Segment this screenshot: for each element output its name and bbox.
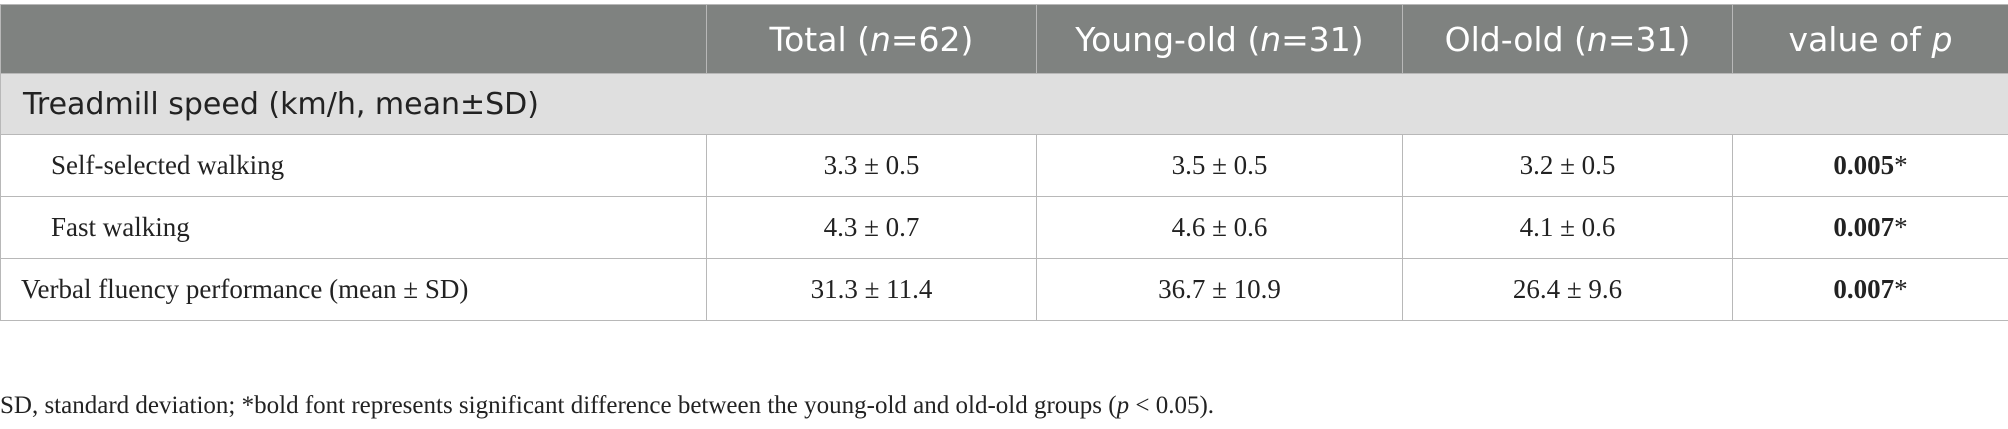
header-empty xyxy=(0,4,707,74)
table-row: Verbal fluency performance (mean ± SD) 3… xyxy=(0,258,2008,321)
cell-young-old: 36.7 ± 10.9 xyxy=(1036,258,1403,321)
cell-young-old: 3.5 ± 0.5 xyxy=(1036,134,1403,197)
table-row: Self-selected walking 3.3 ± 0.5 3.5 ± 0.… xyxy=(0,134,2008,197)
results-table: Total (n=62) Young-old (n=31) Old-old (n… xyxy=(0,4,2008,321)
cell-p-value: 0.007* xyxy=(1732,258,2008,321)
cell-old-old: 4.1 ± 0.6 xyxy=(1402,196,1733,259)
table-row: Fast walking 4.3 ± 0.7 4.6 ± 0.6 4.1 ± 0… xyxy=(0,196,2008,259)
results-table-container: Total (n=62) Young-old (n=31) Old-old (n… xyxy=(0,4,2008,321)
cell-old-old: 26.4 ± 9.6 xyxy=(1402,258,1733,321)
row-label: Self-selected walking xyxy=(0,134,707,197)
cell-total: 4.3 ± 0.7 xyxy=(706,196,1037,259)
header-old-old: Old-old (n=31) xyxy=(1402,4,1733,74)
row-label: Verbal fluency performance (mean ± SD) xyxy=(0,258,707,321)
table-header-row: Total (n=62) Young-old (n=31) Old-old (n… xyxy=(0,4,2008,74)
cell-young-old: 4.6 ± 0.6 xyxy=(1036,196,1403,259)
section-label: Treadmill speed (km/h, mean±SD) xyxy=(0,73,2008,135)
row-label: Fast walking xyxy=(0,196,707,259)
cell-p-value: 0.005* xyxy=(1732,134,2008,197)
header-total: Total (n=62) xyxy=(706,4,1037,74)
section-row-treadmill-speed: Treadmill speed (km/h, mean±SD) xyxy=(0,73,2008,135)
cell-p-value: 0.007* xyxy=(1732,196,2008,259)
header-p-value: value of p xyxy=(1732,4,2008,74)
header-young-old: Young-old (n=31) xyxy=(1036,4,1403,74)
table-footnote: SD, standard deviation; *bold font repre… xyxy=(0,392,1215,419)
cell-old-old: 3.2 ± 0.5 xyxy=(1402,134,1733,197)
cell-total: 31.3 ± 11.4 xyxy=(706,258,1037,321)
cell-total: 3.3 ± 0.5 xyxy=(706,134,1037,197)
